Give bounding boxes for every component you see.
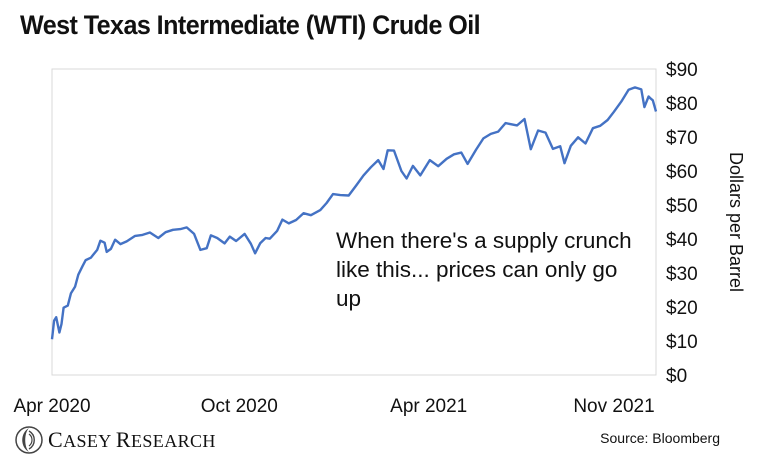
y-tick-label: $50: [666, 196, 698, 217]
y-tick-label: $90: [666, 60, 698, 81]
y-tick-label: $80: [666, 94, 698, 115]
annotation-text: When there's a supply crunch like this..…: [336, 228, 632, 311]
x-tick-label: Oct 2020: [201, 396, 278, 417]
y-tick-label: $40: [666, 230, 698, 251]
y-tick-label: $70: [666, 128, 698, 149]
logo-wordmark: CASEY RESEARCH: [48, 427, 216, 452]
y-tick-label: $30: [666, 264, 698, 285]
y-tick-label: $0: [666, 366, 687, 387]
casey-research-logo: CASEY RESEARCH: [14, 425, 216, 455]
x-tick-labels: Apr 2020 Oct 2020 Apr 2021 Nov 2021: [13, 396, 654, 417]
source-note: Source: Bloomberg: [600, 430, 720, 446]
x-tick-label: Apr 2020: [13, 396, 90, 417]
x-tick-label: Apr 2021: [390, 396, 467, 417]
swirl-logo-icon: [15, 426, 43, 454]
y-tick-label: $10: [666, 332, 698, 353]
y-axis-label: Dollars per Barrel: [726, 152, 746, 292]
y-tick-label: $20: [666, 298, 698, 319]
chart-title: West Texas Intermediate (WTI) Crude Oil: [20, 10, 481, 40]
series-lines: [50, 86, 658, 340]
plot-frame: [51, 68, 657, 376]
x-tick-label: Nov 2021: [573, 396, 654, 417]
series-line: [50, 86, 658, 340]
y-tick-label: $60: [666, 162, 698, 183]
y-tick-labels: $0 $10 $20 $30 $40 $50 $60 $70 $80 $90: [666, 60, 698, 387]
